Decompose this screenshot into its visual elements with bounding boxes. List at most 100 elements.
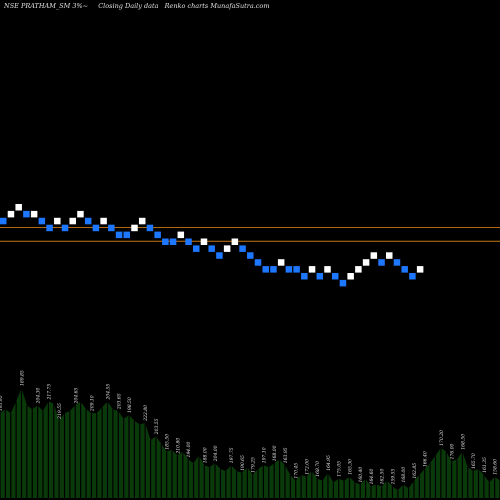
header-charts: charts	[187, 2, 208, 10]
volume-bar	[408, 488, 410, 498]
volume-bar	[85, 409, 87, 498]
volume-bar	[230, 465, 232, 498]
header-tilde: ~	[83, 2, 88, 10]
renko-brick-down	[123, 231, 131, 239]
renko-brick-down	[38, 217, 46, 225]
volume-area	[0, 388, 500, 498]
renko-brick-down	[193, 245, 200, 252]
volume-bar	[343, 480, 345, 498]
volume-label: 217.75	[46, 384, 52, 401]
volume-bar	[494, 476, 496, 498]
renko-brick-down	[247, 252, 254, 259]
renko-brick-up	[370, 252, 378, 259]
volume-label: 161.35	[482, 457, 488, 473]
volume-bar	[160, 443, 162, 498]
volume-bar	[219, 469, 222, 498]
renko-brick-down	[401, 266, 408, 273]
volume-label: 179.25	[251, 457, 257, 473]
volume-bar	[192, 463, 195, 498]
volume-bar	[133, 420, 136, 498]
volume-label: 164.95	[326, 455, 332, 471]
volume-bar	[381, 486, 383, 498]
volume-bar	[123, 418, 125, 498]
renko-brick-down	[208, 245, 215, 252]
volume-bar	[101, 407, 103, 498]
volume-bar	[69, 411, 71, 498]
volume-bar	[90, 413, 92, 498]
renko-brick-down	[409, 273, 416, 280]
volume-bar	[316, 478, 318, 498]
volume-bar	[413, 480, 415, 498]
volume-bar	[397, 490, 399, 498]
renko-brick-down	[239, 245, 246, 252]
volume-label: 172.00	[304, 459, 310, 475]
renko-brick-up	[100, 217, 107, 225]
volume-bar	[214, 463, 216, 498]
volume-bar	[327, 472, 329, 498]
volume-bar	[112, 409, 114, 498]
volume-label: 160.40	[358, 467, 364, 483]
volume-bar	[10, 413, 12, 498]
volume-bar	[338, 478, 340, 498]
renko-brick-down	[254, 259, 262, 266]
volume-bar	[80, 401, 82, 498]
renko-brick-down	[92, 224, 100, 232]
volume-label: 176.00	[450, 443, 456, 459]
renko-brick-up	[347, 273, 354, 280]
renko-brick-up	[7, 210, 15, 218]
renko-brick-up	[177, 231, 185, 239]
volume-bar	[386, 480, 388, 498]
renko-brick-up	[30, 210, 38, 218]
volume-label: 170.20	[439, 430, 445, 446]
volume-label: 159.55	[390, 469, 396, 485]
volume-bar	[295, 480, 297, 498]
volume-label: 175.05	[337, 461, 343, 477]
volume-bar	[149, 440, 152, 498]
volume-label: 203.65	[116, 393, 122, 410]
volume-label: 197.10	[261, 447, 267, 463]
volume-bar	[53, 403, 55, 498]
volume-bar	[375, 484, 377, 498]
reference-lines	[0, 227, 500, 242]
volume-bar	[235, 470, 238, 498]
volume-label: 168.50	[460, 434, 466, 450]
header-symbol: NSE PRATHAM_SM	[3, 2, 71, 10]
volume-bar	[106, 401, 109, 498]
volume-label: 158.60	[493, 459, 499, 475]
volume-bar	[289, 474, 291, 498]
volume-bar	[0, 413, 1, 498]
renko-brick-up	[416, 266, 424, 273]
header-brick: 3%	[72, 2, 82, 10]
volume-bar	[472, 470, 474, 498]
volume-bar	[209, 467, 211, 498]
renko-brick-up	[131, 224, 138, 232]
volume-label: 168.70	[315, 461, 321, 477]
renko-brick-up	[362, 259, 370, 266]
volume-label: 195.95	[0, 395, 4, 411]
volume-bar	[4, 409, 6, 498]
renko-brick-down	[262, 266, 269, 273]
volume-bar	[26, 405, 28, 498]
renko-brick-up	[277, 259, 285, 266]
volume-bar	[488, 482, 490, 498]
volume-bar	[332, 482, 334, 498]
volume-bar	[391, 486, 394, 498]
volume-label: 189.85	[20, 370, 26, 386]
renko-brick-up	[231, 238, 239, 245]
volume-label: 219.55	[57, 403, 63, 420]
header-renko: Renko	[164, 2, 186, 10]
volume-bar	[300, 474, 302, 498]
renko-brick-down	[146, 224, 154, 232]
volume-bar	[262, 465, 265, 498]
renko-brick-down	[46, 224, 53, 232]
renko-brick-down	[293, 266, 300, 273]
volume-label: 198.50	[127, 397, 133, 413]
volume-bar	[176, 455, 179, 498]
volume-label: 204.55	[106, 384, 112, 401]
renko-brick-down	[154, 231, 161, 239]
volume-bar	[37, 405, 39, 498]
renko-brick-up	[138, 217, 146, 225]
volume-label: 190.65	[240, 455, 246, 471]
volume-label: 185.50	[165, 434, 171, 450]
